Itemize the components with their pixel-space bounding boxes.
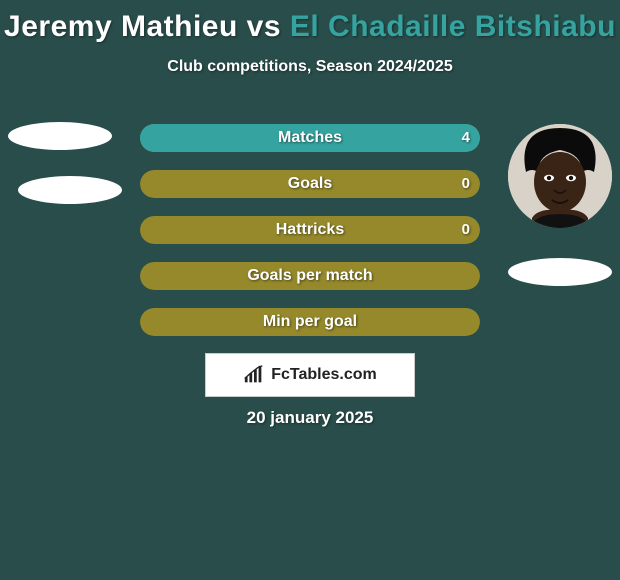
bar-label: Goals [140, 170, 480, 198]
bar-label: Min per goal [140, 308, 480, 336]
bar-row: Goals per match [140, 262, 480, 290]
page-title: Jeremy Mathieu vs El Chadaille Bitshiabu [0, 0, 620, 44]
player2-avatar [508, 124, 612, 228]
title-player1: Jeremy Mathieu [4, 10, 238, 43]
right-ellipse-1 [508, 258, 612, 286]
bar-value-right: 0 [462, 216, 470, 244]
bar-row: Goals0 [140, 170, 480, 198]
date-text: 20 january 2025 [0, 408, 620, 428]
brand-text: FcTables.com [271, 366, 377, 384]
avatar-photo-icon [508, 124, 612, 228]
left-ellipse-2 [18, 176, 122, 204]
bar-row: Hattricks0 [140, 216, 480, 244]
brand-box: FcTables.com [205, 353, 415, 397]
chart-icon [243, 364, 265, 386]
bar-row: Matches4 [140, 124, 480, 152]
bar-label: Hattricks [140, 216, 480, 244]
left-ellipse-1 [8, 122, 112, 150]
comparison-bars: Matches4Goals0Hattricks0Goals per matchM… [140, 124, 480, 354]
title-player2: El Chadaille Bitshiabu [290, 10, 616, 43]
bar-label: Goals per match [140, 262, 480, 290]
subtitle: Club competitions, Season 2024/2025 [0, 58, 620, 76]
bar-row: Min per goal [140, 308, 480, 336]
bar-value-right: 4 [462, 124, 470, 152]
bar-value-right: 0 [462, 170, 470, 198]
title-vs: vs [247, 10, 281, 43]
bar-label: Matches [140, 124, 480, 152]
